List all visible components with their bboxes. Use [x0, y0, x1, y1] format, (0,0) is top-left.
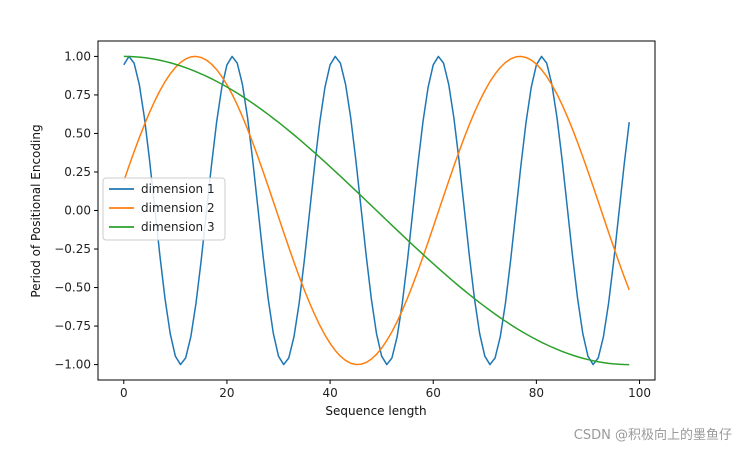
y-tick-label: −0.50 [54, 281, 91, 295]
legend: dimension 1 dimension 2 dimension 3 [102, 177, 226, 241]
y-tick-label: 0.25 [64, 165, 91, 179]
legend-label: dimension 3 [141, 220, 215, 234]
y-tick-label: 0.50 [64, 126, 91, 140]
x-tick-label: 100 [628, 386, 651, 400]
y-tick-label: 0.00 [64, 204, 91, 218]
legend-label: dimension 1 [141, 182, 215, 196]
series-line-2 [123, 55, 630, 366]
y-tick-label: 0.75 [64, 88, 91, 102]
y-tick-label: −0.25 [54, 242, 91, 256]
y-tick-label: 1.00 [64, 49, 91, 63]
x-axis: 0 20 40 60 80 100 [120, 380, 651, 400]
watermark: CSDN @积极向上的墨鱼仔 [573, 428, 732, 443]
legend-box [102, 177, 226, 241]
x-tick-label: 80 [529, 386, 544, 400]
series-line-3 [123, 55, 630, 366]
x-tick-label: 0 [120, 386, 128, 400]
y-tick-label: −1.00 [54, 358, 91, 372]
x-tick-label: 20 [219, 386, 234, 400]
y-axis: −1.00 −0.75 −0.50 −0.25 0.00 0.25 0.50 0.75 1.00 [54, 49, 98, 372]
x-tick-label: 40 [322, 386, 337, 400]
y-tick-label: −0.75 [54, 319, 91, 333]
y-axis-title: Period of Positional Encoding [29, 124, 43, 297]
x-axis-title: Sequence length [325, 404, 426, 418]
x-tick-label: 60 [426, 386, 441, 400]
legend-label: dimension 2 [141, 201, 215, 215]
